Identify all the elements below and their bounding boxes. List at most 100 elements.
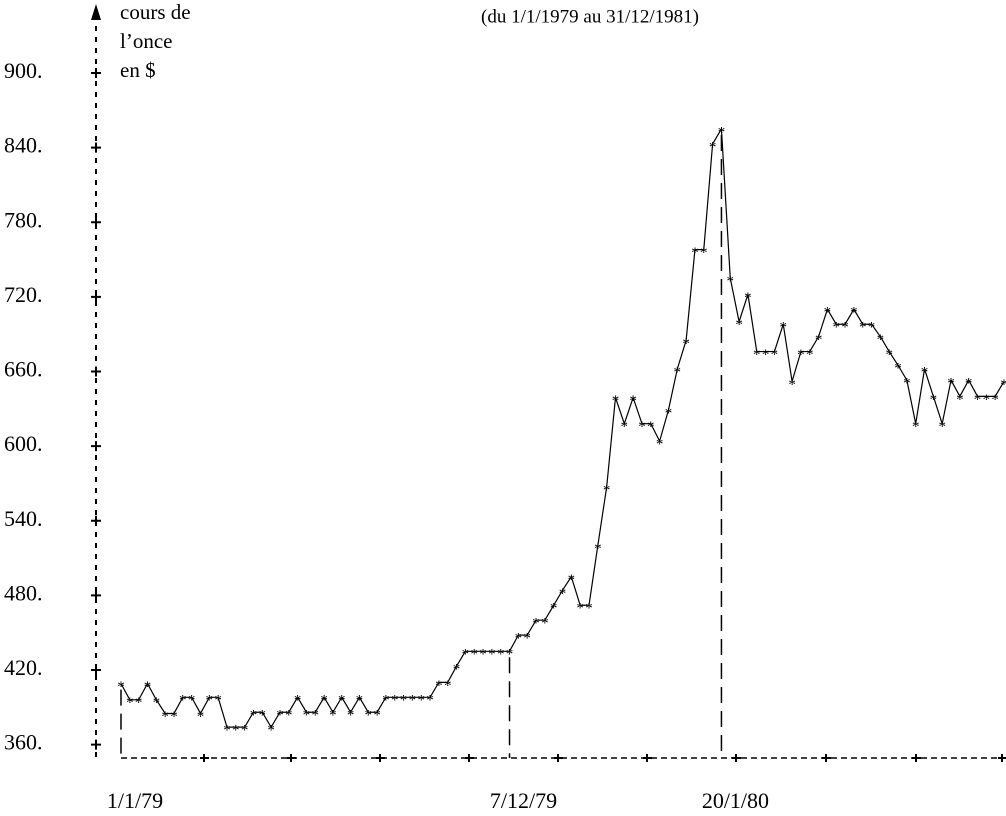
point-marker: *: [347, 708, 355, 724]
point-marker: *: [727, 274, 735, 290]
point-marker: *: [824, 305, 832, 321]
y-tick-mark: [91, 664, 101, 675]
point-marker: *: [320, 693, 328, 709]
point-marker: *: [621, 419, 629, 435]
y-tick-mark: [91, 515, 101, 526]
point-marker: *: [170, 709, 178, 725]
point-marker: *: [894, 361, 902, 377]
point-marker: *: [735, 317, 743, 333]
point-marker: *: [1000, 377, 1006, 393]
point-marker: *: [718, 124, 726, 140]
point-marker: *: [506, 647, 514, 663]
point-marker: *: [497, 647, 505, 663]
y-tick-label: 840.: [4, 133, 43, 158]
point-marker: *: [250, 708, 258, 724]
y-axis-label: en $: [120, 58, 156, 82]
point-marker: *: [312, 708, 320, 724]
point-marker: *: [665, 405, 673, 421]
point-marker: *: [153, 695, 161, 711]
y-tick-mark: [91, 590, 101, 601]
point-marker: *: [417, 693, 425, 709]
point-marker: *: [956, 392, 964, 408]
point-marker: *: [373, 708, 381, 724]
point-marker: *: [991, 392, 999, 408]
x-axis-tick-marks: [200, 754, 1006, 762]
point-marker: *: [267, 723, 275, 739]
point-marker: *: [762, 347, 770, 363]
point-marker: *: [877, 332, 885, 348]
chart-subtitle: (du 1/1/1979 au 31/12/1981): [481, 6, 699, 27]
point-marker: *: [576, 601, 584, 617]
point-marker: *: [841, 320, 849, 336]
point-marker: *: [303, 708, 311, 724]
point-marker: *: [400, 693, 408, 709]
point-marker: *: [753, 347, 761, 363]
point-marker: *: [444, 678, 452, 694]
point-marker: *: [223, 723, 231, 739]
point-marker: *: [285, 708, 293, 724]
point-marker: *: [806, 347, 814, 363]
y-tick-mark: [91, 366, 101, 377]
point-marker: *: [612, 393, 620, 409]
y-tick-label: 540.: [4, 506, 43, 531]
point-marker: *: [515, 631, 523, 647]
point-marker: *: [647, 419, 655, 435]
point-marker: *: [797, 347, 805, 363]
point-marker: *: [214, 693, 222, 709]
point-marker: *: [903, 376, 911, 392]
point-marker: *: [788, 377, 796, 393]
point-marker: *: [603, 483, 611, 499]
series-line: [120, 126, 1005, 729]
point-marker: *: [391, 693, 399, 709]
point-marker: *: [488, 647, 496, 663]
point-marker: *: [453, 662, 461, 678]
point-marker: *: [232, 723, 240, 739]
y-tick-mark: [91, 291, 101, 302]
y-tick-label: 420.: [4, 655, 43, 680]
point-marker: *: [276, 708, 284, 724]
point-marker: *: [117, 679, 125, 695]
y-tick-label: 780.: [4, 207, 43, 232]
point-marker: *: [188, 693, 196, 709]
point-marker: *: [532, 616, 540, 632]
point-marker: *: [585, 601, 593, 617]
point-marker: *: [947, 376, 955, 392]
point-marker: *: [594, 541, 602, 557]
y-axis-arrow: [91, 4, 101, 20]
point-marker: *: [938, 419, 946, 435]
point-marker: *: [206, 693, 214, 709]
point-marker: *: [912, 419, 920, 435]
y-tick-mark: [91, 217, 101, 228]
point-marker: *: [832, 320, 840, 336]
point-marker: *: [197, 709, 205, 725]
point-marker: *: [479, 647, 487, 663]
point-marker: *: [700, 245, 708, 261]
point-marker: *: [550, 601, 558, 617]
point-marker: *: [409, 693, 417, 709]
point-marker: *: [126, 695, 134, 711]
y-axis-label: cours de: [120, 0, 191, 24]
point-marker: *: [356, 693, 364, 709]
x-tick-label: 20/1/80: [702, 788, 769, 813]
point-marker: *: [709, 139, 717, 155]
point-marker: *: [965, 376, 973, 392]
y-tick-label: 600.: [4, 431, 43, 456]
point-marker: *: [974, 392, 982, 408]
x-tick-label: 1/1/79: [107, 788, 163, 813]
point-marker: *: [691, 245, 699, 261]
point-marker: *: [771, 347, 779, 363]
point-marker: *: [656, 437, 664, 453]
point-marker: *: [364, 708, 372, 724]
point-marker: *: [462, 647, 470, 663]
point-marker: *: [161, 709, 169, 725]
x-axis-marks: [200, 754, 1006, 762]
point-marker: *: [815, 332, 823, 348]
point-marker: *: [859, 320, 867, 336]
point-marker: *: [144, 679, 152, 695]
point-marker: *: [179, 693, 187, 709]
point-marker: *: [470, 647, 478, 663]
point-marker: *: [338, 693, 346, 709]
point-marker: *: [329, 708, 337, 724]
point-marker: *: [135, 695, 143, 711]
point-marker: *: [921, 364, 929, 380]
